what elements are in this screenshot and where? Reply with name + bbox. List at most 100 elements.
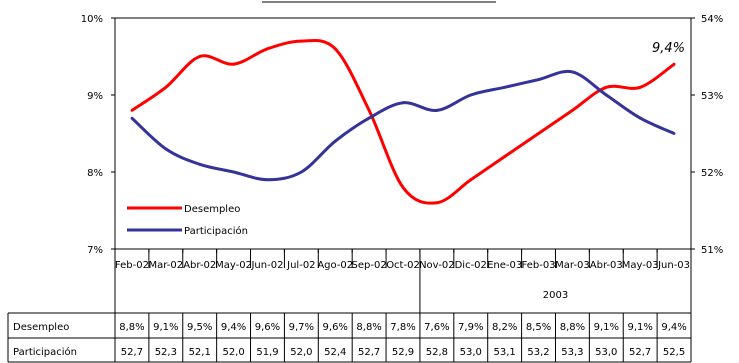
table-cell-participacion: 52,0 [290,347,312,358]
table-cell-desempleo: 9,1% [627,322,652,333]
legend: Desempleo Participación [127,204,248,237]
data-point-participacion [266,178,269,182]
right-tick-label: 51% [701,245,723,256]
data-point-participacion [232,170,235,174]
x-tick-label: Dic-02 [455,260,487,271]
data-point-desempleo [367,109,371,112]
data-point-participacion [571,70,574,74]
data-point-desempleo [503,155,507,159]
table-cell-desempleo: 9,6% [323,322,348,333]
data-point-desempleo [435,201,439,205]
data-point-desempleo [333,47,337,51]
x-tick-label: Feb-03 [522,260,556,271]
x-tick-label: Abr-03 [590,260,623,271]
data-point-desempleo [604,85,608,89]
table-cell-participacion: 53,0 [595,347,617,358]
table-cell-participacion: 52,7 [629,347,651,358]
table-cell-desempleo: 8,8% [560,322,585,333]
data-point-participacion [299,170,303,174]
legend-label-participacion: Participación [184,225,248,237]
table-cell-desempleo: 8,2% [492,322,517,333]
data-point-participacion [130,116,134,120]
data-point-participacion [367,116,371,120]
table-cell-desempleo: 8,5% [526,322,551,333]
table-cell-participacion: 52,3 [155,347,177,358]
left-tick-label: 9% [87,91,103,102]
table-cell-participacion: 52,8 [426,347,448,358]
left-tick-label: 10% [81,14,103,25]
data-point-participacion [604,93,608,97]
table-cell-desempleo: 7,9% [458,322,483,333]
series-line-desempleo [131,39,675,205]
left-tick-label: 8% [87,168,103,179]
data-point-desempleo [571,109,574,112]
x-tick-label: Oct-02 [386,260,420,271]
series-layer [130,39,676,205]
data-point-participacion [503,85,507,89]
x-tick-label: Ene-03 [487,260,522,271]
data-point-participacion [198,162,202,166]
data-point-participacion [638,116,642,120]
table-cell-desempleo: 9,1% [594,322,619,333]
table-cell-participacion: 52,0 [222,347,244,358]
data-point-participacion [435,109,439,112]
data-point-desempleo [299,39,303,43]
end-value-annotation: 9,4% [652,41,685,56]
table-row-header-participacion: Participación [13,346,77,358]
x-tick-label: Feb-02 [115,260,149,271]
right-tick-label: 52% [701,168,723,179]
data-point-desempleo [232,62,235,66]
table-cell-participacion: 52,7 [358,347,380,358]
x-tick-label: Ago-02 [317,260,353,271]
table-cell-desempleo: 9,7% [289,322,314,333]
plot-area [114,17,692,250]
x-tick-label: Jun-02 [250,260,283,271]
data-point-desempleo [638,85,642,89]
data-point-desempleo [164,85,168,89]
table-cell-participacion: 52,9 [392,347,414,358]
data-point-participacion [164,147,168,151]
x-tick-label: Sep-02 [352,260,387,271]
x-tick-label: May-02 [215,260,252,271]
data-point-participacion [537,78,540,81]
data-point-desempleo [537,132,540,135]
x-tick-label: Mar-02 [149,260,184,271]
table-cell-desempleo: 9,1% [153,322,178,333]
table-cell-desempleo: 9,6% [255,322,280,333]
data-point-participacion [469,93,473,97]
data-point-desempleo [266,47,269,51]
table-cell-desempleo: 9,4% [221,322,246,333]
data-point-participacion [333,139,337,143]
x-tick-label: Jul-02 [286,260,315,271]
table-cell-participacion: 51,9 [256,347,278,358]
table-cell-desempleo: 7,6% [424,322,449,333]
table-row-header-desempleo: Desempleo [13,322,69,333]
table-cell-participacion: 52,7 [121,347,143,358]
right-tick-label: 54% [701,14,723,25]
table-cell-participacion: 53,3 [561,347,583,358]
x-tick-label: Mar-03 [555,260,590,271]
table-cell-participacion: 52,4 [324,347,346,358]
table-cell-desempleo: 9,5% [187,322,212,333]
table-cell-participacion: 53,1 [494,347,516,358]
data-point-desempleo [401,186,405,189]
table-cell-desempleo: 9,4% [661,322,686,333]
table-cell-desempleo: 8,8% [119,322,144,333]
table-cell-participacion: 53,2 [527,347,549,358]
data-point-participacion [672,132,676,135]
table-cell-participacion: 53,0 [460,347,482,358]
table-cell-participacion: 52,1 [189,347,211,358]
data-point-desempleo [130,109,134,112]
data-point-desempleo [672,62,676,66]
x-tick-label: Jun-03 [657,260,690,271]
data-point-participacion [401,101,405,105]
legend-label-desempleo: Desempleo [184,204,240,215]
series-line-participacion [130,69,675,182]
data-point-desempleo [198,55,202,58]
x-tick-label: Nov-02 [419,260,455,271]
x-tick-label: May-03 [622,260,659,271]
x-tick-label: Abr-02 [183,260,216,271]
left-y-axis: 7% 8% 9% 10% [81,14,692,256]
